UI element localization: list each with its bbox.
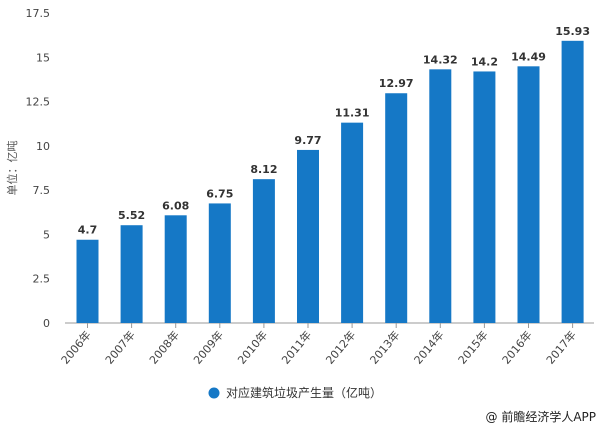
x-tick-label: 2007年	[102, 328, 138, 367]
x-tick-label: 2016年	[499, 328, 535, 367]
x-tick-label: 2011年	[279, 328, 315, 367]
bar	[76, 239, 99, 323]
y-tick-label: 2.5	[33, 273, 51, 286]
bar	[341, 122, 364, 323]
legend-label: 对应建筑垃圾产生量（亿吨）	[226, 385, 382, 400]
bar	[385, 93, 408, 323]
x-tick-label: 2010年	[234, 328, 270, 367]
bar	[164, 215, 187, 323]
x-tick-label: 2014年	[411, 328, 447, 367]
data-label: 6.08	[162, 199, 189, 212]
data-label: 5.52	[118, 209, 145, 222]
x-tick-label: 2008年	[146, 328, 182, 367]
bar	[252, 179, 275, 323]
data-label: 6.75	[206, 187, 233, 200]
y-axis-label: 单位：亿吨	[5, 141, 19, 196]
data-label: 11.31	[335, 107, 370, 120]
y-tick-label: 0	[43, 317, 50, 330]
data-label: 14.49	[511, 50, 546, 63]
bar	[208, 203, 231, 323]
x-tick-label: 2013年	[367, 328, 403, 367]
data-label: 15.93	[555, 25, 590, 38]
legend: 对应建筑垃圾产生量（亿吨）	[208, 385, 382, 400]
x-tick-label: 2017年	[543, 328, 579, 367]
y-tick-label: 15	[36, 51, 50, 64]
bar	[429, 69, 452, 324]
bar	[473, 71, 496, 323]
x-tick-label: 2015年	[455, 328, 491, 367]
x-tick-label: 2009年	[190, 328, 226, 367]
data-label: 4.7	[78, 224, 98, 237]
y-tick-label: 10	[36, 140, 50, 153]
y-tick-label: 7.5	[33, 184, 51, 197]
bar	[120, 225, 143, 323]
legend-marker	[208, 387, 220, 399]
y-tick-label: 5	[43, 228, 50, 241]
data-label: 14.2	[471, 55, 498, 68]
y-tick-label: 12.5	[26, 96, 51, 109]
data-label: 8.12	[250, 163, 277, 176]
x-tick-label: 2012年	[323, 328, 359, 367]
bar	[517, 66, 540, 323]
data-label: 9.77	[294, 134, 321, 147]
bar	[561, 40, 584, 323]
bar	[297, 149, 319, 323]
x-tick-label: 2006年	[58, 328, 94, 367]
source-credit: @ 前瞻经济学人APP	[486, 409, 597, 424]
data-label: 14.32	[423, 53, 458, 66]
data-label: 12.97	[379, 77, 414, 90]
y-tick-label: 17.5	[26, 7, 51, 20]
